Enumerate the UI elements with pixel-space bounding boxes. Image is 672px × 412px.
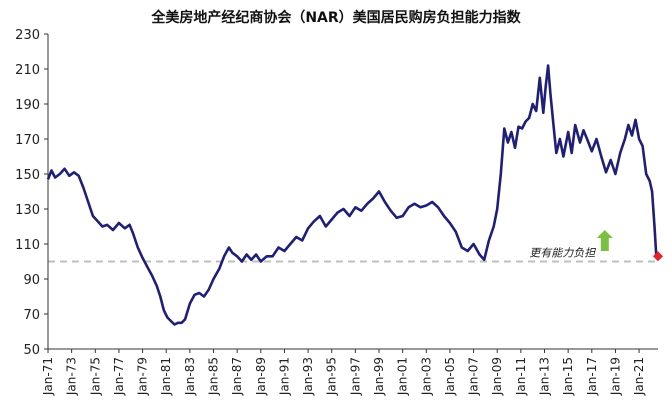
x-tick-label: Jan-91 bbox=[277, 357, 291, 396]
x-tick-label: Jan-71 bbox=[41, 357, 55, 396]
y-tick-label: 90 bbox=[23, 273, 40, 288]
x-tick-label: Jan-81 bbox=[159, 357, 173, 396]
x-tick-label: Jan-93 bbox=[301, 357, 315, 396]
annotation-affordability: 更有能力负担 bbox=[529, 246, 596, 259]
y-tick-label: 70 bbox=[23, 308, 40, 323]
chart-title: 全美房地产经纪商协会（NAR）美国居民购房负担能力指数 bbox=[150, 9, 521, 26]
annotation-layer: 更有能力负担 bbox=[529, 230, 613, 259]
x-tick-label: Jan-09 bbox=[490, 357, 504, 396]
x-tick-label: Jan-99 bbox=[372, 357, 386, 396]
x-tick-label: Jan-01 bbox=[396, 357, 410, 396]
axes: 50 70 90 110 130 150 170 190 210 230 Jan-71 Jan-73 J… bbox=[15, 28, 658, 396]
x-tick-label: Jan-83 bbox=[183, 357, 197, 396]
x-tick-label: Jan-97 bbox=[348, 357, 362, 396]
x-tick-label: Jan-75 bbox=[88, 357, 102, 396]
x-tick-label: Jan-87 bbox=[230, 357, 244, 396]
x-tick-label: Jan-95 bbox=[325, 357, 339, 396]
x-tick-label: Jan-89 bbox=[254, 357, 268, 396]
y-tick-label: 230 bbox=[15, 28, 40, 43]
x-tick-label: Jan-11 bbox=[514, 357, 528, 396]
x-tick-label: Jan-17 bbox=[585, 357, 599, 396]
x-tick-label: Jan-73 bbox=[65, 357, 79, 396]
arrow-up-icon bbox=[596, 230, 613, 251]
y-tick-label: 210 bbox=[15, 63, 40, 78]
y-tick-label: 170 bbox=[15, 133, 40, 148]
y-tick-label: 190 bbox=[15, 98, 40, 113]
x-tick-label: Jan-85 bbox=[207, 357, 221, 396]
x-tick-label: Jan-79 bbox=[136, 357, 150, 396]
y-tick-label: 110 bbox=[15, 238, 40, 253]
x-tick-label: Jan-19 bbox=[608, 357, 622, 396]
x-tick-label: Jan-05 bbox=[443, 357, 457, 396]
end-marker bbox=[653, 251, 663, 262]
x-tick-label: Jan-21 bbox=[632, 357, 646, 396]
x-tick-label: Jan-13 bbox=[538, 357, 552, 396]
y-tick-label: 150 bbox=[15, 168, 40, 183]
y-tick-label: 130 bbox=[15, 203, 40, 218]
x-tick-label: Jan-03 bbox=[419, 357, 433, 396]
series-layer bbox=[46, 64, 663, 326]
x-tick-label: Jan-15 bbox=[561, 357, 575, 396]
x-tick-label: Jan-07 bbox=[467, 357, 481, 396]
y-tick-label: 50 bbox=[23, 343, 40, 358]
x-tick-label: Jan-77 bbox=[112, 357, 126, 396]
series-line-0 bbox=[46, 64, 658, 326]
